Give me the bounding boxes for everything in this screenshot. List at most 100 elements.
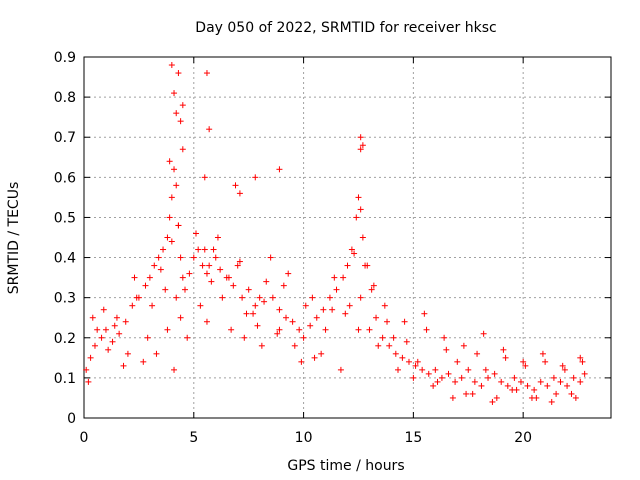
y-tick-label: 0.4 [54,251,76,267]
data-point [100,306,107,313]
data-point [225,274,232,281]
data-point [357,294,364,301]
data-point [83,366,90,373]
data-point [195,246,202,253]
y-tick-label: 0.8 [54,90,76,106]
data-point [311,354,318,361]
data-point [94,326,101,333]
data-point [561,366,568,373]
data-point [296,326,303,333]
data-point [313,314,320,321]
data-point [250,310,257,317]
data-point [252,174,259,181]
data-point [478,382,485,389]
data-point [192,230,199,237]
data-point [309,294,316,301]
data-point [201,174,208,181]
data-point [434,378,441,385]
data-point [113,314,120,321]
data-point [344,262,351,269]
data-point [302,302,309,309]
plot-frame [83,56,612,419]
data-point [171,90,178,97]
data-point [421,310,428,317]
data-point [274,330,281,337]
data-point [559,362,566,369]
data-point [276,326,283,333]
data-point [155,254,162,261]
data-point [390,334,397,341]
data-point [300,334,307,341]
y-tick-label: 0.5 [54,210,76,226]
data-point [357,134,364,141]
data-point [381,302,388,309]
data-point [392,350,399,357]
data-point [557,378,564,385]
data-point [373,314,380,321]
data-point [357,146,364,153]
data-point [111,322,118,329]
data-point [524,382,531,389]
data-point [337,366,344,373]
data-point [168,194,175,201]
data-point [177,314,184,321]
data-point [243,310,250,317]
data-point [173,294,180,301]
data-point [581,370,588,377]
data-point [419,366,426,373]
data-point [318,350,325,357]
data-point [432,366,439,373]
data-point [500,346,507,353]
data-point [412,362,419,369]
data-point [166,214,173,221]
data-point [298,358,305,365]
data-point [171,166,178,173]
data-point [577,354,584,361]
data-point [263,278,270,285]
data-point [359,142,366,149]
data-point [91,342,98,349]
data-point [142,282,149,289]
data-point [153,350,160,357]
x-axis-label: GPS time / hours [287,458,404,474]
data-point [214,234,221,241]
data-point [368,286,375,293]
data-point [283,314,290,321]
data-point [164,326,171,333]
data-point [162,286,169,293]
data-point [577,378,584,385]
data-point [175,70,182,77]
data-point [458,374,465,381]
data-point [550,374,557,381]
data-point [542,358,549,365]
data-point [474,350,481,357]
x-tick-label: 10 [295,430,313,446]
data-point [105,346,112,353]
data-point [219,294,226,301]
data-point [140,358,147,365]
data-point [438,374,445,381]
data-point [208,278,215,285]
data-point [289,318,296,325]
data-point [258,342,265,349]
data-point [568,390,575,397]
data-point [449,394,456,401]
tick-labels: 0 0.1 0.2 0.3 0.4 0.5 0.6 0.7 0.8 0.9 0 5 10 15 20 [54,50,532,446]
data-point [256,294,263,301]
y-tick-label: 0.7 [54,130,76,146]
data-point [564,382,571,389]
data-point [160,246,167,253]
y-tick-label: 0.3 [54,291,76,307]
chart-title: Day 050 of 2022, SRMTID for receiver hks… [195,20,496,36]
data-point [331,274,338,281]
data-point [340,274,347,281]
data-point [149,302,156,309]
data-point [489,398,496,405]
y-axis-label: SRMTID / TECUs [6,182,22,295]
data-point [252,302,259,309]
data-point [102,326,109,333]
data-point [517,378,524,385]
data-point [511,374,518,381]
data-point [548,398,555,405]
data-point [471,378,478,385]
